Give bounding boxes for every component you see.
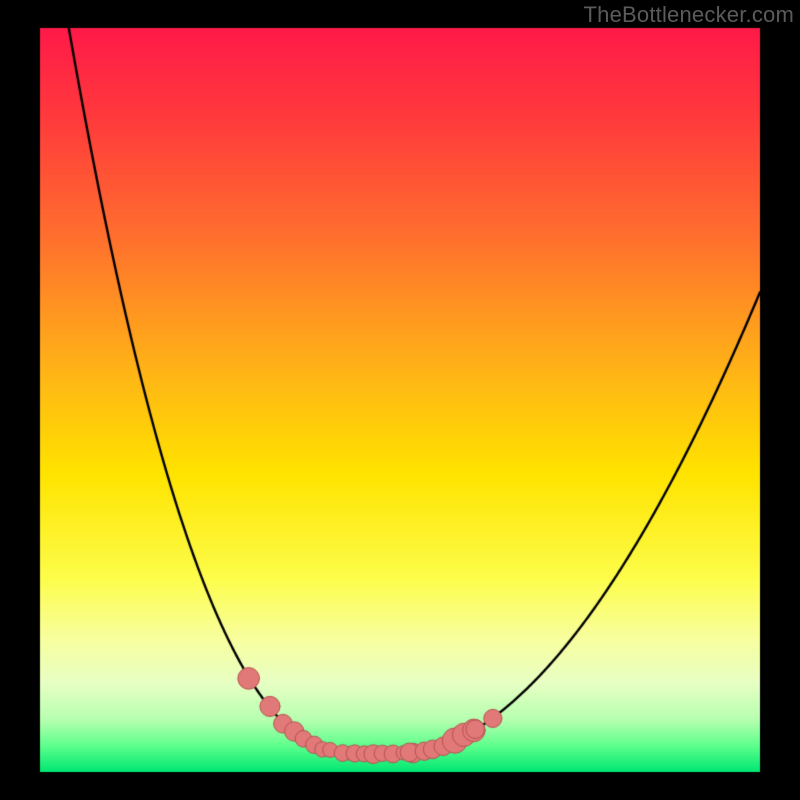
bottleneck-curve-chart bbox=[0, 0, 800, 800]
chart-stage: TheBottlenecker.com bbox=[0, 0, 800, 800]
